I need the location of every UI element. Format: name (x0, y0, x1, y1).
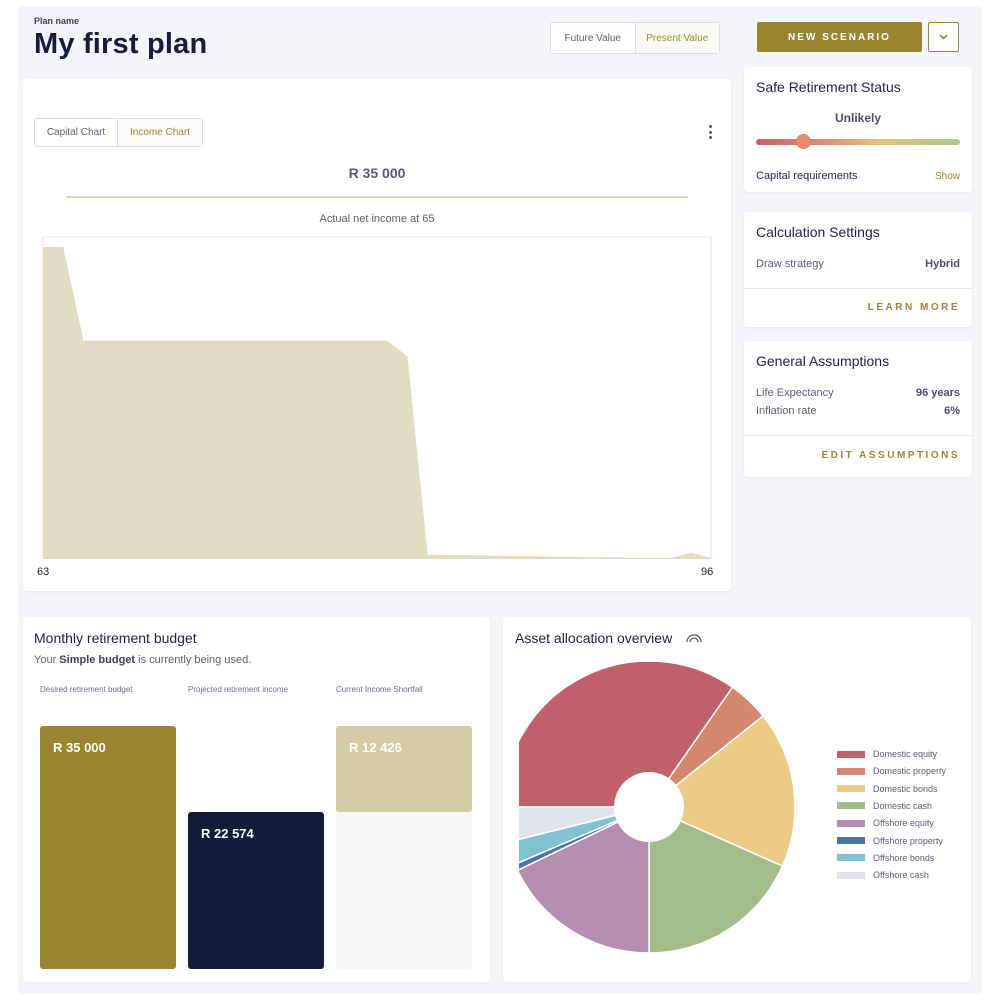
present-value-button[interactable]: Present Value (634, 23, 719, 53)
income-shortfall-value: R 12 426 (349, 740, 402, 755)
pie-slice-domestic-equity[interactable] (519, 662, 734, 808)
legend-label: Offshore equity (873, 818, 934, 829)
tab-income-chart[interactable]: Income Chart (117, 119, 202, 146)
income-caption: Actual net income at 65 (319, 213, 435, 225)
legend-item-domestic-property[interactable]: Domestic property (837, 766, 946, 776)
legend-label: Domestic equity (873, 749, 938, 759)
legend-item-offshore-property[interactable]: Offshore property (837, 836, 943, 846)
legend-swatch (837, 767, 865, 775)
chevron-down-icon (939, 34, 948, 40)
divider (744, 435, 972, 436)
future-value-button[interactable]: Future Value (564, 32, 621, 44)
pie-slice-offshore-equity[interactable] (519, 805, 650, 954)
scenario-dropdown-button[interactable] (928, 22, 959, 52)
chart-tabs: Capital Chart Income Chart (34, 118, 203, 147)
show-capital-link[interactable]: Show (934, 171, 960, 182)
capital-requirements-label: Capital requirements (756, 170, 858, 182)
income-area (43, 247, 711, 559)
plan-name-label: Plan name (34, 16, 80, 26)
x-start-label: 63 (37, 566, 49, 578)
budget-title: Monthly retirement budget (34, 630, 197, 646)
legend-swatch (837, 750, 865, 758)
projected-income-label: Projected retirement income (188, 685, 289, 694)
value-toggle: Future Value Present Value (550, 22, 720, 54)
status-gauge-knob (795, 134, 811, 149)
legend-swatch (837, 854, 865, 862)
legend-swatch (837, 837, 865, 844)
budget-note: Your Simple budget is currently being us… (34, 654, 251, 666)
income-area-chart: 63 96 (37, 236, 713, 578)
draw-strategy-value: Hybrid (925, 258, 960, 270)
retirement-budget-card: Monthly retirement budget Your Simple bu… (23, 617, 490, 982)
legend-item-domestic-bonds[interactable]: Domestic bonds (837, 784, 938, 794)
asset-allocation-card: Asset allocation overview Domestic equit… (503, 617, 971, 982)
legend-item-offshore-bonds[interactable]: Offshore bonds (837, 853, 934, 863)
life-expectancy-value: 96 years (915, 387, 960, 399)
edit-assumptions-link[interactable]: EDIT ASSUMPTIONS (821, 450, 960, 461)
legend-label: Offshore property (873, 835, 943, 846)
budget-note-bold[interactable]: Simple budget (59, 654, 136, 666)
learn-more-link[interactable]: LEARN MORE (867, 302, 960, 313)
income-amount: R 35 000 (348, 165, 406, 181)
desired-budget-bar (40, 726, 176, 969)
legend-label: Domestic bonds (873, 783, 938, 794)
inflation-rate-label: Inflation rate (756, 405, 817, 417)
desired-budget-label: Desired retirement budget (40, 685, 133, 694)
legend-label: Offshore bonds (873, 852, 935, 863)
income-chart-card: Capital Chart Income Chart R 35 000 Actu… (23, 79, 731, 591)
pie-slice-domestic-cash[interactable] (648, 805, 784, 954)
divider (744, 288, 972, 289)
new-scenario-button[interactable]: NEW SCENARIO (757, 22, 922, 52)
x-end-label: 96 (701, 566, 713, 578)
projected-income-bar (188, 812, 324, 969)
legend-swatch (837, 819, 865, 827)
income-shortfall-bar (336, 726, 472, 813)
allocation-pie-chart (519, 662, 796, 954)
draw-strategy-label: Draw strategy (756, 258, 824, 270)
legend-label: Domestic cash (873, 800, 933, 811)
status-gauge (756, 139, 960, 145)
calculation-settings-title: Calculation Settings (756, 224, 880, 240)
legend-swatch (837, 785, 865, 793)
legend-item-domestic-equity[interactable]: Domestic equity (837, 749, 937, 759)
pie-slice-domestic-bonds[interactable] (647, 714, 796, 868)
pie-slice-offshore-cash[interactable] (519, 806, 650, 842)
inflation-rate-value: 6% (944, 405, 960, 417)
legend-swatch (837, 871, 865, 879)
legend-item-offshore-cash[interactable]: Offshore cash (837, 870, 929, 880)
gauge-icon[interactable] (685, 632, 703, 644)
tab-capital-chart[interactable]: Capital Chart (46, 127, 106, 138)
retirement-status-text: Unlikely (834, 111, 882, 125)
calculation-settings-card: Calculation Settings Draw strategy Hybri… (744, 212, 972, 327)
legend-swatch (837, 802, 865, 810)
general-assumptions-card: General Assumptions Life Expectancy 96 y… (744, 341, 972, 477)
budget-note-suffix: is currently being used. (135, 654, 252, 666)
pie-slice-offshore-bonds[interactable] (519, 806, 650, 864)
income-divider (66, 196, 688, 198)
pie-center-hole (614, 772, 684, 842)
app: Plan name My first plan Future Value Pre… (18, 6, 982, 994)
income-shortfall-label: Current Income Shortfall (336, 685, 423, 694)
life-expectancy-label: Life Expectancy (756, 387, 834, 399)
budget-note-prefix: Your (34, 654, 60, 666)
plan-title: My first plan (34, 28, 208, 60)
legend-label: Offshore cash (873, 870, 929, 881)
safe-retirement-title: Safe Retirement Status (756, 79, 901, 95)
safe-retirement-card: Safe Retirement Status Unlikely Capital … (744, 67, 972, 192)
legend-label: Domestic property (873, 766, 947, 777)
pie-slice-offshore-property[interactable] (519, 806, 650, 871)
asset-allocation-title: Asset allocation overview (515, 630, 673, 646)
legend-item-domestic-cash[interactable]: Domestic cash (837, 801, 932, 811)
more-options-icon[interactable] (705, 123, 715, 141)
legend-item-offshore-equity[interactable]: Offshore equity (837, 818, 934, 828)
projected-income-value: R 22 574 (201, 826, 254, 842)
desired-budget-value: R 35 000 (53, 740, 106, 755)
general-assumptions-title: General Assumptions (756, 353, 890, 369)
